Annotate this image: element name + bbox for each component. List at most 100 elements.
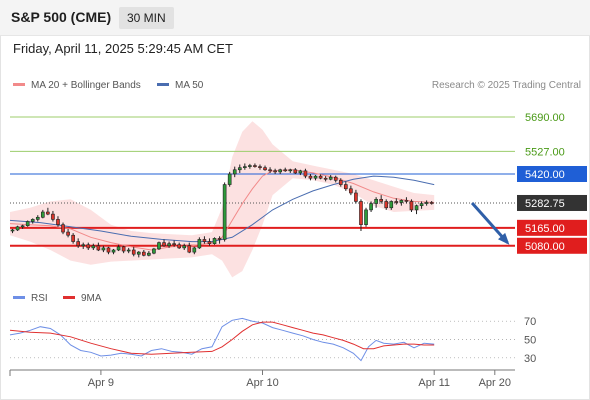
candle [273,168,277,174]
candle-body [106,247,111,253]
legend-ma50: MA 50 [157,80,203,91]
candle-body [222,184,227,240]
candle-body [349,188,353,194]
candle-body [253,165,257,167]
candle [303,168,308,179]
candle-body [374,199,378,204]
candle [384,199,389,210]
x-tick-label: Apr 10 [246,377,278,389]
candle-body [61,224,65,233]
candle-body [157,242,161,250]
level-label: 5527.00 [525,146,565,158]
level-label-bg [517,166,587,182]
candle [344,181,348,191]
candle [429,201,434,205]
candles-layer [10,163,434,258]
projection-arrow [470,201,509,244]
candle [283,167,288,172]
candle-body [131,249,136,255]
candle-body [121,246,126,252]
rsi-ma-swatch [63,295,75,299]
candle [237,164,242,173]
candle-body [404,200,409,202]
rsi-tick-label: 30 [524,353,536,365]
candle [157,241,161,250]
candle [167,241,171,248]
candle [349,185,353,196]
candle-body [414,205,419,211]
candle-body [298,170,303,174]
x-tick-label: Apr 20 [479,377,511,389]
rsi-tick-label: 50 [524,335,536,347]
candle [217,236,222,244]
candle [232,166,237,178]
candle [243,163,247,170]
candle-body [338,180,343,185]
candle-body [303,170,308,177]
candle [147,251,151,257]
candle-body [116,246,121,251]
candle-body [328,176,333,180]
header-bar: S&P 500 (CME) 30 MIN [0,0,590,36]
candle [359,199,363,231]
candle-body [273,170,277,173]
candle-body [66,231,70,236]
candle [106,246,111,255]
candle [111,248,116,255]
candle-body [86,244,91,249]
candle [126,247,131,254]
candle [333,175,338,183]
candle-body [111,249,116,253]
candle-body [182,245,187,249]
research-credit: Research © 2025 Trading Central [431,80,581,91]
candle-body [41,211,45,218]
candle [61,222,65,235]
x-tick-label: Apr 11 [418,377,450,389]
candle [187,242,192,254]
candle [258,164,262,170]
candle [192,246,197,255]
candle [222,182,227,242]
candle [338,178,343,187]
candle [278,168,282,174]
legend-bollinger: MA 20 + Bollinger Bands [13,80,141,91]
candle [81,242,86,249]
candle-body [232,169,237,175]
interval-badge[interactable]: 30 MIN [119,7,174,29]
candle-body [248,165,252,167]
candle [323,176,328,182]
candle [182,243,187,250]
candle [369,201,373,212]
candle [207,238,212,246]
candle-body [192,247,197,253]
candle-body [278,169,282,173]
candle-body [56,219,60,225]
levels-layer: 5690.00 5527.00 5420.00 5282.75 5165.00 5080.… [10,112,587,254]
candle [212,237,217,245]
candle [419,201,424,209]
candle-body [126,249,131,252]
candle-body [288,169,293,172]
candle-body [152,248,156,254]
timestamp: Friday, April 11, 2025 5:29:45 AM CET [13,41,233,56]
time-axis: Apr 9 Apr 10 Apr 11 Apr 20 [9,369,515,389]
candle-body [243,166,247,168]
candle [56,216,60,227]
candle [142,250,146,257]
candle-body [25,221,30,227]
level-label: 5420.00 [525,169,565,181]
candle-body [409,201,414,211]
legend-rsi-label: RSI [31,293,48,304]
legend-bollinger-label: MA 20 + Bollinger Bands [31,80,141,91]
candle [394,198,399,205]
candle [116,244,121,252]
candle [41,209,45,219]
candle-body [364,209,368,225]
candle [15,225,20,231]
candle [268,167,272,173]
candle [379,195,383,204]
candle-body [258,166,262,168]
candle [424,200,429,206]
ma20-line [9,169,435,251]
